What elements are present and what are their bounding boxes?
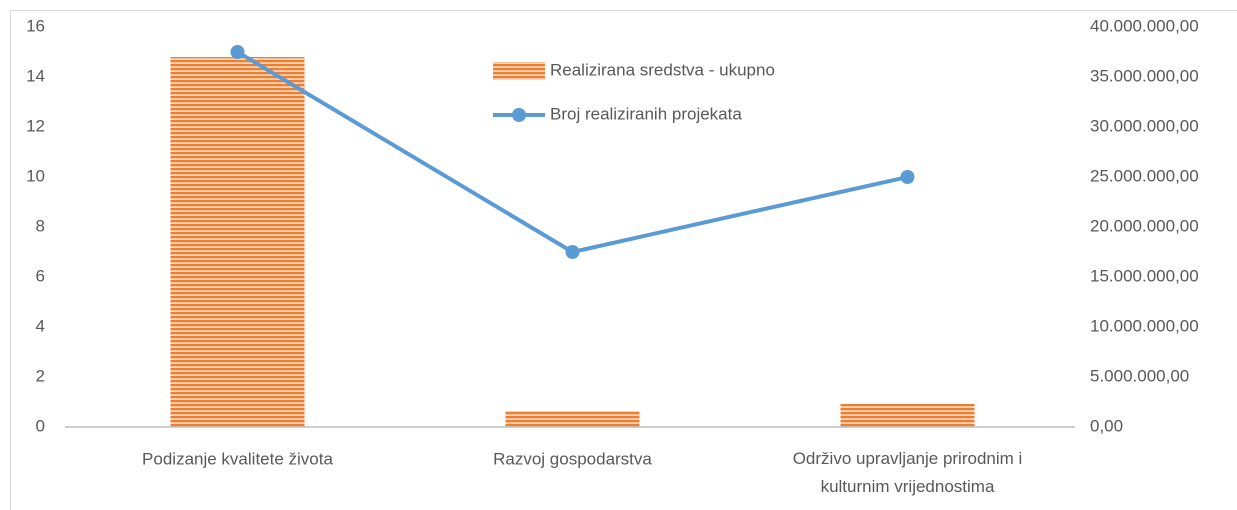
legend-label: Broj realiziranih projekata bbox=[550, 104, 742, 123]
y2-tick-label: 20.000.000,00 bbox=[1090, 216, 1199, 235]
line-marker bbox=[230, 45, 245, 59]
y-tick-label: 6 bbox=[36, 266, 45, 285]
y-tick-label: 10 bbox=[26, 166, 45, 185]
y-tick-label: 16 bbox=[26, 16, 45, 35]
bar bbox=[170, 57, 305, 427]
y2-tick-label: 25.000.000,00 bbox=[1090, 166, 1199, 185]
y2-tick-label: 15.000.000,00 bbox=[1090, 266, 1199, 285]
bar bbox=[505, 411, 640, 427]
line-marker bbox=[900, 170, 915, 184]
y2-tick-label: 10.000.000,00 bbox=[1090, 316, 1199, 335]
x-tick-label: Podizanje kvalitete života bbox=[142, 449, 333, 468]
y-tick-label: 14 bbox=[26, 66, 45, 85]
y2-tick-label: 35.000.000,00 bbox=[1090, 66, 1199, 85]
legend-label: Realizirana sredstva - ukupno bbox=[550, 60, 775, 79]
legend-swatch bbox=[493, 62, 545, 80]
x-tick-label: Održivo upravljanje prirodnim i kulturnim… bbox=[793, 449, 1023, 496]
y-tick-label: 4 bbox=[36, 316, 45, 335]
bar bbox=[840, 404, 975, 427]
y-tick-label: 0 bbox=[36, 416, 45, 435]
line bbox=[236, 50, 908, 254]
y-tick-label: 12 bbox=[26, 116, 45, 135]
y2-tick-label: 5.000.000,00 bbox=[1090, 366, 1189, 385]
chart-frame bbox=[10, 10, 1237, 510]
y2-tick-label: 0,00 bbox=[1090, 416, 1123, 435]
x-tick-label: Razvoj gospodarstva bbox=[493, 449, 652, 468]
y2-tick-label: 40.000.000,00 bbox=[1090, 16, 1199, 35]
y-tick-label: 2 bbox=[36, 366, 45, 385]
legend-marker bbox=[512, 108, 526, 122]
y-tick-label: 8 bbox=[36, 216, 45, 235]
line-marker bbox=[565, 245, 580, 259]
y2-tick-label: 30.000.000,00 bbox=[1090, 116, 1199, 135]
